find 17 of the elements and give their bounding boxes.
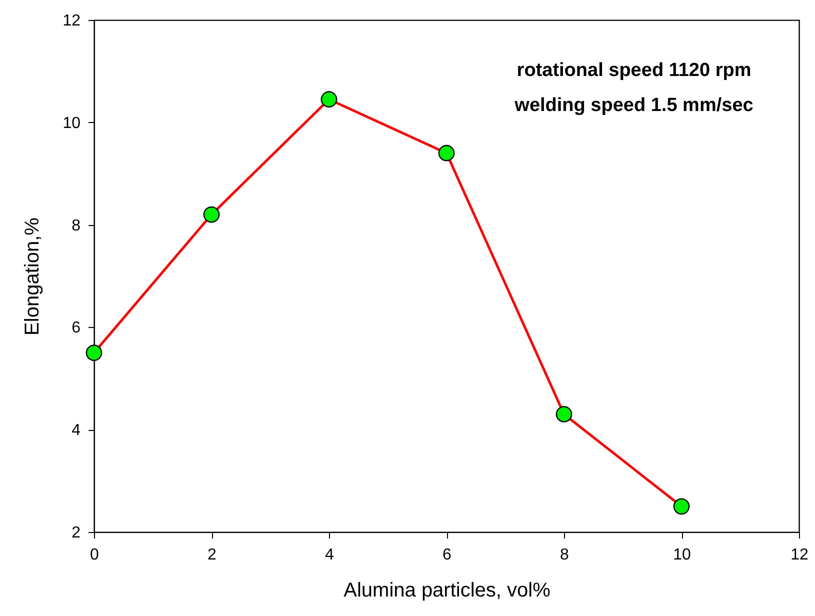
y-tick-label: 12 <box>62 12 81 30</box>
annotation: rotational speed 1120 rpm <box>516 60 752 81</box>
y-tick-label: 4 <box>72 422 81 440</box>
y-tick-label: 8 <box>72 217 81 234</box>
x-tick-label: 6 <box>442 546 452 564</box>
x-axis-title: Alumina particles, vol% <box>344 580 551 602</box>
x-tick-label: 2 <box>208 546 217 564</box>
x-tick-label: 12 <box>790 546 808 564</box>
y-axis-title: Elongation,% <box>22 217 44 336</box>
x-tick-label: 4 <box>325 546 334 564</box>
y-tick-label: 10 <box>62 114 81 132</box>
y-tick-label: 6 <box>72 320 81 337</box>
x-tick-label: 10 <box>673 546 691 564</box>
x-tick-label: 8 <box>560 546 570 564</box>
y-tick-label: 2 <box>72 524 81 542</box>
x-tick-label: 0 <box>90 546 100 564</box>
annotation: welding speed 1.5 mm/sec <box>514 95 754 116</box>
